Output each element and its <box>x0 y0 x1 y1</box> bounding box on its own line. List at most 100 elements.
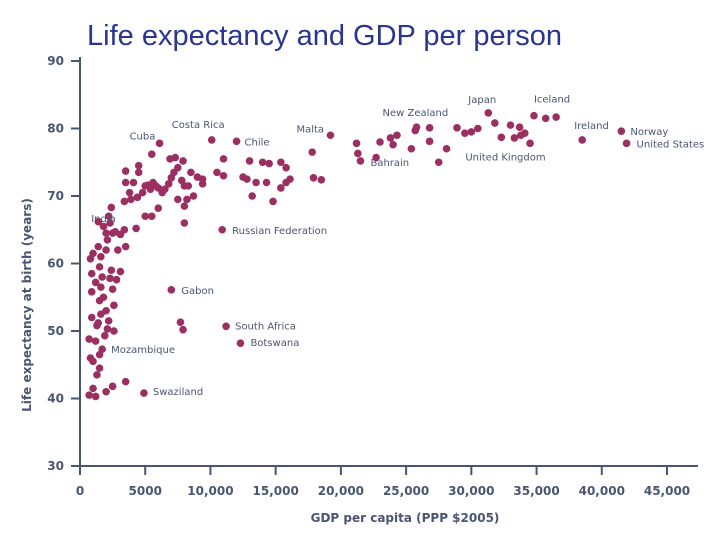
data-point <box>85 335 93 343</box>
data-point-labeled <box>617 127 626 135</box>
data-point <box>87 269 96 278</box>
data-point <box>138 188 147 197</box>
data-point-labeled <box>356 157 365 165</box>
data-point-labeled <box>207 136 216 144</box>
data-point <box>376 138 384 146</box>
data-point <box>171 153 180 162</box>
data-point <box>372 153 380 162</box>
data-point <box>160 185 169 194</box>
data-point <box>112 275 121 284</box>
data-point <box>308 148 316 156</box>
data-point <box>91 337 100 345</box>
data-point <box>282 178 290 187</box>
data-point <box>94 217 103 226</box>
point-label: Norway <box>630 127 668 138</box>
data-point <box>102 306 110 315</box>
y-tick-label: 30 <box>47 459 64 473</box>
data-point <box>317 176 326 184</box>
data-point <box>98 273 106 281</box>
data-point <box>187 168 195 177</box>
x-tick-label: 40,000 <box>579 484 625 498</box>
point-label: Mozambique <box>111 345 175 356</box>
point-label: Chile <box>245 137 270 148</box>
data-point <box>461 129 469 138</box>
data-point <box>491 119 499 127</box>
point-label: Botswana <box>250 338 299 349</box>
data-point-labeled <box>578 136 587 144</box>
point-label: Japan <box>467 95 496 106</box>
chart-title: Life expectancy and GDP per person <box>87 20 563 52</box>
data-point <box>144 181 152 189</box>
data-point <box>164 180 173 188</box>
data-point <box>167 173 176 182</box>
data-point <box>506 121 515 129</box>
data-point <box>121 377 130 386</box>
data-point <box>132 224 140 233</box>
data-point <box>102 229 110 237</box>
data-point <box>107 266 116 275</box>
data-point <box>129 178 138 187</box>
data-point <box>521 129 529 138</box>
data-point <box>352 139 361 148</box>
x-tick-label: 20,000 <box>318 484 364 498</box>
data-point <box>219 171 228 180</box>
data-point <box>442 144 451 153</box>
data-point <box>103 325 112 333</box>
data-point <box>407 144 416 153</box>
data-point <box>89 384 97 393</box>
data-point <box>269 197 277 206</box>
data-point <box>252 178 260 187</box>
data-point <box>510 134 519 142</box>
x-tick-label: 35,000 <box>513 484 559 498</box>
data-point <box>120 197 129 206</box>
x-tick-label: 30,000 <box>448 484 494 498</box>
y-tick-label: 60 <box>47 257 64 271</box>
data-point <box>127 195 135 204</box>
data-point <box>180 202 189 210</box>
point-label: United States <box>637 139 705 150</box>
y-tick-label: 50 <box>47 324 64 338</box>
data-point-labeled <box>218 225 226 234</box>
data-point <box>102 387 110 396</box>
data-point <box>154 204 163 212</box>
data-point <box>262 178 271 187</box>
data-point <box>120 225 129 234</box>
data-point <box>121 242 130 251</box>
x-tick-label: 15,000 <box>253 484 299 498</box>
x-tick-label: 10,000 <box>187 484 233 498</box>
point-label: South Africa <box>235 321 296 332</box>
point-label: Ireland <box>574 121 609 132</box>
data-point-labeled <box>111 227 120 236</box>
data-point <box>245 157 254 165</box>
data-point-labeled <box>232 137 241 146</box>
data-point <box>213 168 221 177</box>
data-point <box>121 178 130 187</box>
y-tick-label: 40 <box>47 392 64 406</box>
data-point <box>97 252 105 261</box>
data-point <box>258 158 267 167</box>
data-point-labeled <box>412 123 421 131</box>
data-point <box>147 150 156 158</box>
data-point <box>91 392 100 401</box>
data-point <box>248 192 256 200</box>
data-point <box>393 131 401 140</box>
data-point <box>243 175 251 183</box>
data-point <box>99 222 108 231</box>
data-point <box>134 168 143 177</box>
data-point-labeled <box>622 139 631 148</box>
data-point <box>174 195 182 204</box>
data-point <box>526 139 534 148</box>
data-point-labeled <box>484 109 493 117</box>
x-axis-label: GDP per capita (PPP $2005) <box>311 511 500 525</box>
data-point <box>116 267 125 276</box>
data-point <box>184 182 193 190</box>
data-point <box>108 382 117 391</box>
data-point <box>141 212 150 221</box>
data-point <box>467 128 476 136</box>
data-point <box>134 161 143 170</box>
data-point <box>87 288 96 296</box>
data-point <box>541 114 550 123</box>
point-label: Malta <box>296 124 324 135</box>
data-point <box>102 246 110 254</box>
